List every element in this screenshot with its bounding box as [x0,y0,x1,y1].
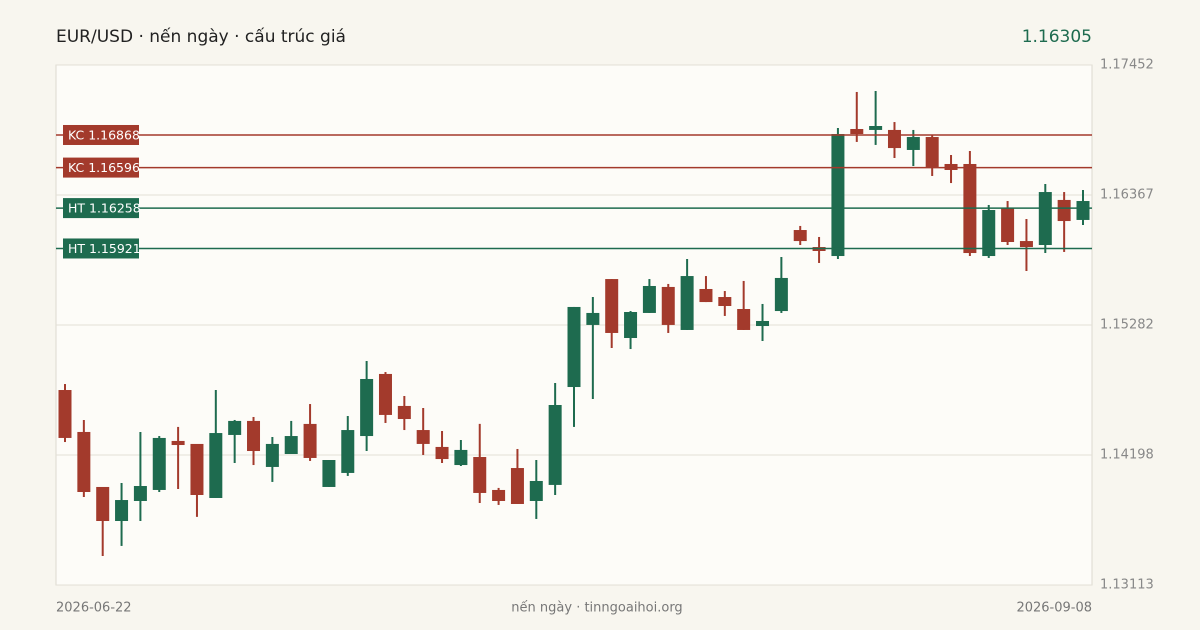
candle-body [454,449,468,466]
candle-body [1001,207,1015,243]
candle-body [96,486,110,522]
level-label: KC 1.16596 [68,160,140,175]
level-tag [63,157,139,178]
candle-body [492,489,506,501]
candle-body [737,309,751,330]
candle-body [774,277,788,312]
candle-body [642,285,656,313]
level-tag [63,238,139,259]
candle-body [247,420,261,452]
candle-body [869,126,883,130]
candle-body [378,373,392,415]
candle-body [548,404,562,485]
last-price: 1.16305 [1022,27,1092,47]
candle-body [77,431,91,493]
candle-body [397,405,411,420]
level-label: HT 1.16258 [68,201,141,216]
candle-body [1076,201,1090,220]
candle-body [1038,192,1052,246]
candle-body [793,230,807,242]
candle-body [190,443,204,495]
candle-body [284,436,298,455]
candle-body [680,276,694,330]
candle-body [718,297,732,307]
candle-body [605,279,619,333]
y-tick-label: 1.16367 [1100,188,1154,203]
candle-body [152,437,166,490]
candle-body [360,378,374,437]
y-tick-label: 1.15282 [1100,318,1154,333]
candle-body [322,460,336,487]
y-tick-label: 1.13113 [1100,578,1154,593]
candle-body [925,137,939,167]
y-tick-label: 1.17452 [1100,58,1154,73]
candle-body [341,430,355,473]
level-label: KC 1.16868 [68,127,140,142]
candle-body [58,390,72,438]
candle-body [661,286,675,325]
candle-body [1057,199,1071,222]
start-date: 2026-06-22 [56,601,132,616]
candle-body [265,443,279,467]
candle-body [567,306,581,388]
candle-body [510,468,524,504]
candle-body [887,129,901,149]
level-tag [63,124,139,145]
candle-body [906,137,920,150]
footer: nến ngày · tinngoaihoi.org [511,601,682,616]
candle-body [624,311,638,339]
end-date: 2026-09-08 [1016,601,1092,616]
candle-body [699,288,713,303]
candle-body [209,433,223,498]
candle-body [473,457,487,493]
candle-body [171,440,185,446]
chart-title: EUR/USD · nến ngày · cấu trúc giá [56,26,346,47]
candle-body [756,320,770,327]
candle-body [850,128,864,135]
candle-body [228,420,242,435]
candle-body [303,423,317,458]
y-tick-label: 1.14198 [1100,447,1154,462]
level-tag [63,198,139,219]
candle-body [115,500,129,522]
candle-body [982,210,996,257]
candle-body [831,134,845,257]
candle-body [586,312,600,325]
candle-body [1019,241,1033,248]
candle-body [435,446,449,460]
candle-body [416,430,430,444]
level-label: HT 1.15921 [68,241,141,256]
candle-body [529,480,543,501]
candle-body [133,486,147,501]
